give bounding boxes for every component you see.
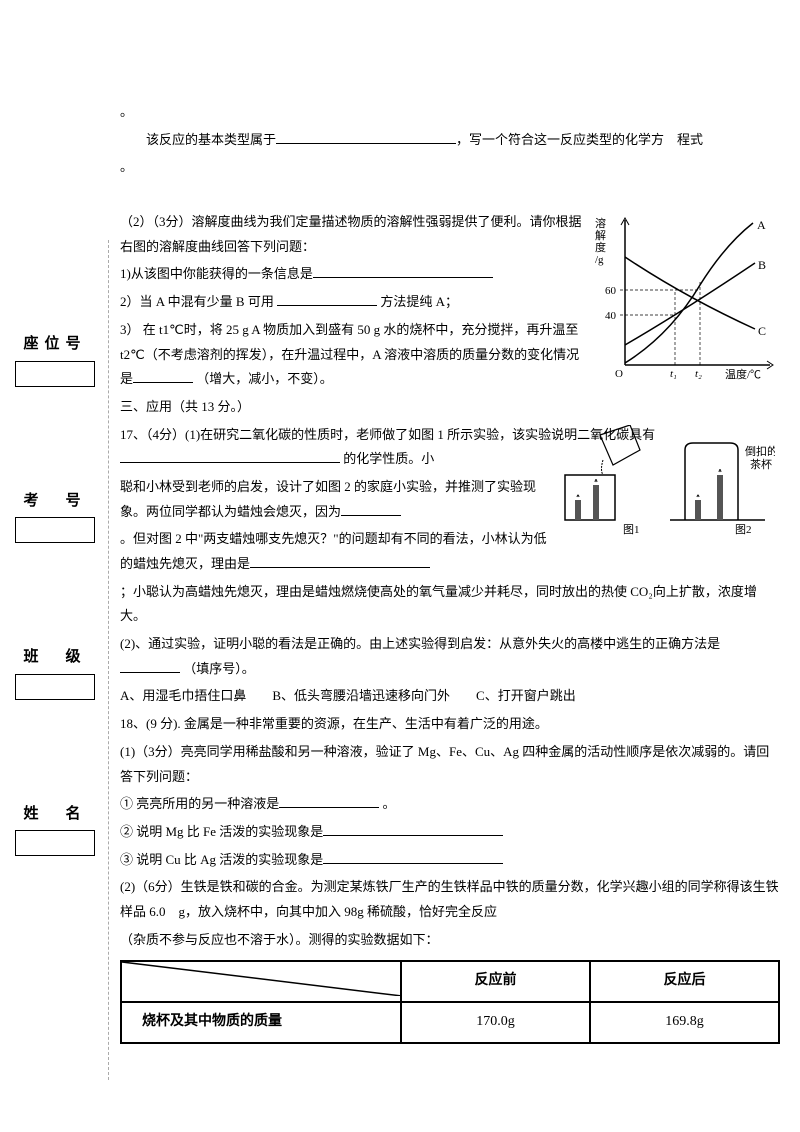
class-label-box: 班 级 <box>10 643 100 700</box>
q2-2a: 2）当 A 中混有少量 B 可用 <box>120 294 277 309</box>
solubility-svg: A B C 60 40 O t₁ t₂ 溶 解 度 /g 温度/℃ <box>595 215 775 380</box>
svg-text:t₂: t₂ <box>695 368 702 380</box>
q17-2b: （填序号）。 <box>180 661 255 676</box>
text-a: 该反应的基本类型属于 <box>146 132 276 147</box>
q17-line2: 聪和小林受到老师的启发，设计了如图 2 的家庭小实验，并推测了实验现象。两位同学… <box>120 475 550 524</box>
q18-intro: 18、(9 分). 金属是一种非常重要的资源，在生产、生活中有着广泛的用途。 <box>120 712 780 737</box>
blank-q17-2[interactable] <box>341 503 401 516</box>
svg-text:倒扣的: 倒扣的 <box>745 444 775 458</box>
row-label: 烧杯及其中物质的质量 <box>121 1002 401 1043</box>
svg-text:温度/℃: 温度/℃ <box>725 367 761 380</box>
main-content: 。 该反应的基本类型属于 ，写一个符合这一反应类型的化学方 程式 。 A B C … <box>120 100 780 1044</box>
fig1-label: 图1 <box>623 523 640 536</box>
exam-box[interactable] <box>15 517 95 543</box>
question-2-section: A B C 60 40 O t₁ t₂ 溶 解 度 /g 温度/℃ <box>120 210 780 392</box>
svg-text:B: B <box>758 258 766 272</box>
col2-header: 反应后 <box>590 961 779 1002</box>
svg-text:O: O <box>615 368 623 380</box>
svg-text:A: A <box>757 218 766 232</box>
svg-text:/g: /g <box>595 254 604 266</box>
svg-text:茶杯: 茶杯 <box>750 457 772 471</box>
y40-label: 40 <box>605 310 617 322</box>
q18-1-2: ② 说明 Mg 比 Fe 活泼的实验现象是 <box>120 820 780 845</box>
q2-2b: 方法提纯 A； <box>377 294 458 309</box>
svg-text:度: 度 <box>595 240 606 254</box>
y60-label: 60 <box>605 285 617 297</box>
seat-box[interactable] <box>15 361 95 387</box>
blank-q2-1[interactable] <box>313 265 493 278</box>
data-table: 反应前 反应后 烧杯及其中物质的质量 170.0g 169.8g <box>120 960 780 1043</box>
top-period: 。 <box>120 100 780 125</box>
q18-1-2a: ② 说明 Mg 比 Fe 活泼的实验现象是 <box>120 824 323 839</box>
period-2: 。 <box>120 155 780 180</box>
blank-q17-3[interactable] <box>250 555 430 568</box>
class-label: 班 级 <box>10 643 100 672</box>
svg-text:解: 解 <box>595 228 606 242</box>
svg-text:溶: 溶 <box>595 216 606 230</box>
table-row: 烧杯及其中物质的质量 170.0g 169.8g <box>121 1002 779 1043</box>
table-header-row: 反应前 反应后 <box>121 961 779 1002</box>
blank-q2-3[interactable] <box>133 370 193 383</box>
q18-note: （杂质不参与反应也不溶于水）。测得的实验数据如下： <box>120 928 780 953</box>
blank-q2-2[interactable] <box>277 293 377 306</box>
q18-2: (2)（6分）生铁是铁和碳的合金。为测定某炼铁厂生产的生铁样品中铁的质量分数，化… <box>120 875 780 924</box>
experiment-figures: 图1 倒扣的 茶杯 图2 <box>555 425 775 540</box>
exam-label-box: 考 号 <box>10 487 100 544</box>
q18-1-3a: ③ 说明 Cu 比 Ag 活泼的实验现象是 <box>120 852 323 867</box>
q17-2: (2)、通过实验，证明小聪的看法是正确的。由上述实验得到启发：从意外失火的高楼中… <box>120 632 780 681</box>
reaction-type-line: 该反应的基本类型属于 ，写一个符合这一反应类型的化学方 程式 <box>120 128 780 153</box>
question-17: 图1 倒扣的 茶杯 图2 17、（4分）(1)在研究二氧化碳的性质时，老师做了如… <box>120 423 780 710</box>
q2-intro: （2）（3分）溶解度曲线为我们定量描述物质的溶解性强弱提供了便利。请你根据右图的… <box>120 210 590 259</box>
q17-d: ；小聪认为高蜡烛先熄灭，理由是蜡烛燃烧使高处的氧气量减少并耗尽，同时放出的热使 … <box>120 580 780 629</box>
blank-1[interactable] <box>276 131 456 144</box>
class-box[interactable] <box>15 674 95 700</box>
q17-options: A、用湿毛巾捂住口鼻 B、低头弯腰沿墙迅速移向门外 C、打开窗户跳出 <box>120 684 780 709</box>
q18-1-3: ③ 说明 Cu 比 Ag 活泼的实验现象是 <box>120 848 780 873</box>
q18-1: (1)（3分）亮亮同学用稀盐酸和另一种溶液，验证了 Mg、Fe、Cu、Ag 四种… <box>120 740 780 789</box>
val1: 170.0g <box>401 1002 590 1043</box>
name-box[interactable] <box>15 830 95 856</box>
col1-header: 反应前 <box>401 961 590 1002</box>
val2: 169.8g <box>590 1002 779 1043</box>
seat-label: 座位号 <box>10 330 100 359</box>
blank-q17-4[interactable] <box>120 660 180 673</box>
name-label-box: 姓 名 <box>10 800 100 857</box>
blank-q18-1[interactable] <box>279 795 379 808</box>
q2-3b: （增大，减小，不变）。 <box>193 371 333 386</box>
q17-2a: (2)、通过实验，证明小聪的看法是正确的。由上述实验得到启发：从意外失火的高楼中… <box>120 636 720 651</box>
left-label-column: 座位号 考 号 班 级 姓 名 <box>10 330 100 956</box>
blank-q17-1[interactable] <box>120 450 340 463</box>
diag-cell <box>121 961 401 1002</box>
blank-q18-2[interactable] <box>323 823 503 836</box>
q17-line3: 。但对图 2 中"两支蜡烛哪支先熄灭？"的问题却有不同的看法，小林认为低的蜡烛先… <box>120 527 550 576</box>
q18-1-1b: 。 <box>379 796 395 811</box>
name-label: 姓 名 <box>10 800 100 829</box>
blank-q18-3[interactable] <box>323 851 503 864</box>
q18-1-1a: ① 亮亮所用的另一种溶液是 <box>120 796 279 811</box>
svg-text:t₁: t₁ <box>670 368 677 380</box>
text-b: ，写一个符合这一反应类型的化学方 程式 <box>456 132 703 147</box>
binding-dashed-line <box>108 240 109 1080</box>
q2-3: 3） 在 t1℃时，将 25 g A 物质加入到盛有 50 g 水的烧杯中，充分… <box>120 318 590 392</box>
experiment-svg: 图1 倒扣的 茶杯 图2 <box>555 425 775 540</box>
seat-label-box: 座位号 <box>10 330 100 387</box>
q17-b-partial1: 的化学性质。小 <box>340 451 434 466</box>
q18-1-1: ① 亮亮所用的另一种溶液是 。 <box>120 792 780 817</box>
solubility-chart: A B C 60 40 O t₁ t₂ 溶 解 度 /g 温度/℃ <box>595 215 775 380</box>
svg-text:C: C <box>758 324 766 338</box>
q2-1-text: 1)从该图中你能获得的一条信息是 <box>120 266 313 281</box>
fig2-label: 图2 <box>735 523 752 536</box>
section-3-title: 三、应用（共 13 分。） <box>120 395 780 420</box>
exam-label: 考 号 <box>10 487 100 516</box>
